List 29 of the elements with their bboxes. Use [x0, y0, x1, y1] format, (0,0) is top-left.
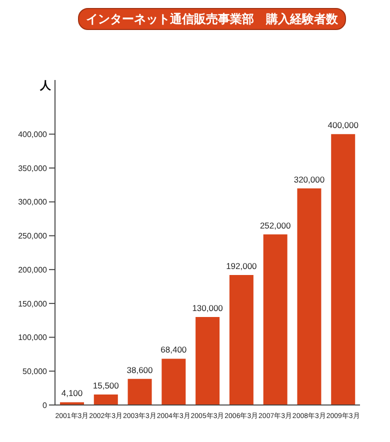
data-label: 320,000	[294, 174, 325, 184]
data-label: 400,000	[328, 120, 359, 130]
y-tick-label: 350,000	[18, 164, 48, 173]
chart-title: インターネット通信販売事業部 購入経験者数	[78, 8, 346, 30]
data-label: 15,500	[92, 380, 120, 391]
bar	[229, 275, 254, 405]
bar	[162, 358, 186, 405]
y-axis-title: 人	[40, 79, 51, 93]
bar	[196, 316, 220, 405]
data-label: 4,100	[61, 388, 83, 398]
bar	[297, 188, 322, 405]
data-label: 192,000	[226, 261, 258, 271]
y-tick-label: 50,000	[22, 366, 48, 376]
y-tick-label: 150,000	[18, 299, 48, 308]
bar	[263, 234, 288, 405]
y-tick-label: 0	[42, 400, 48, 410]
y-tick-label: 200,000	[18, 265, 48, 274]
data-label: 252,000	[260, 220, 291, 230]
data-label: 38,600	[126, 364, 154, 375]
bar	[60, 402, 84, 405]
bar	[94, 394, 118, 405]
y-tick-label: 400,000	[18, 130, 48, 140]
data-label: 130,000	[192, 302, 224, 313]
y-tick-label: 300,000	[18, 198, 48, 207]
bar	[128, 378, 152, 405]
bar	[331, 134, 356, 405]
data-label: 68,400	[160, 344, 187, 355]
y-tick-label: 250,000	[18, 232, 48, 241]
y-tick-label: 100,000	[18, 333, 48, 342]
